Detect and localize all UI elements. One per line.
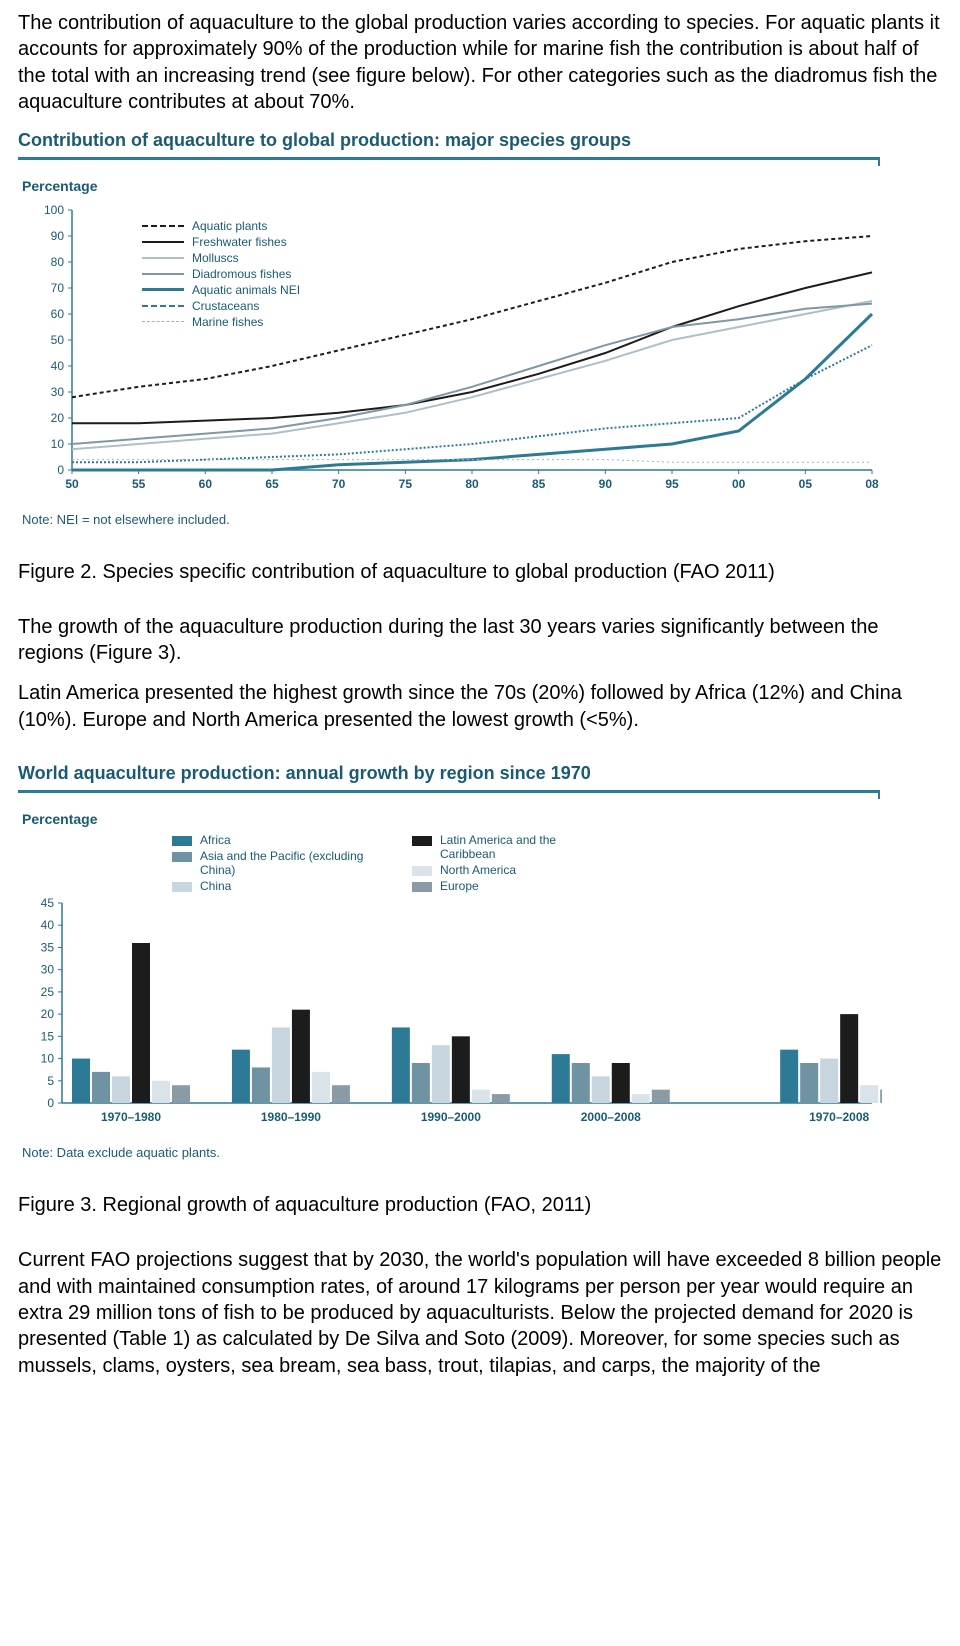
svg-text:5: 5	[47, 1074, 54, 1088]
svg-text:1990–2000: 1990–2000	[421, 1110, 481, 1124]
figure-2-ylabel: Percentage	[22, 178, 942, 194]
svg-text:75: 75	[399, 477, 413, 491]
svg-text:90: 90	[599, 477, 613, 491]
figure-3-chart: 0 5 10 15 20 25 30 35 40 45 1970–1980 1980–1990 1990…	[22, 833, 882, 1133]
svg-text:65: 65	[265, 477, 279, 491]
svg-text:10: 10	[51, 437, 65, 451]
svg-text:40: 40	[41, 918, 55, 932]
svg-text:80: 80	[465, 477, 479, 491]
svg-text:90: 90	[51, 229, 65, 243]
latin-america-paragraph: Latin America presented the highest grow…	[18, 680, 942, 733]
svg-text:00: 00	[732, 477, 746, 491]
figure-2-note: Note: NEI = not elsewhere included.	[22, 512, 942, 527]
svg-text:30: 30	[51, 385, 65, 399]
svg-text:08: 08	[865, 477, 879, 491]
svg-text:20: 20	[51, 411, 65, 425]
legend-item: North America	[412, 863, 612, 877]
svg-text:60: 60	[199, 477, 213, 491]
figure-3-ylabel: Percentage	[22, 811, 942, 827]
figure-3: World aquaculture production: annual gro…	[18, 763, 942, 1160]
svg-text:1970–2008: 1970–2008	[809, 1110, 869, 1124]
figure-3-caption: Figure 3. Regional growth of aquaculture…	[18, 1194, 942, 1217]
svg-text:70: 70	[51, 281, 65, 295]
svg-text:30: 30	[41, 963, 55, 977]
figure-3-legend: Africa Asia and the Pacific (excluding Ch…	[172, 833, 612, 893]
svg-text:20: 20	[41, 1007, 55, 1021]
figure-2: Contribution of aquaculture to global pr…	[18, 130, 942, 527]
svg-text:2000–2008: 2000–2008	[581, 1110, 641, 1124]
svg-text:0: 0	[47, 1096, 54, 1110]
figure-3-rule	[18, 790, 880, 799]
legend-item: Freshwater fishes	[142, 234, 300, 250]
figure-2-rule	[18, 157, 880, 166]
svg-text:15: 15	[41, 1029, 55, 1043]
svg-text:50: 50	[51, 333, 65, 347]
figure-3-note: Note: Data exclude aquatic plants.	[22, 1145, 942, 1160]
legend-item: Molluscs	[142, 250, 300, 266]
svg-text:1970–1980: 1970–1980	[101, 1110, 161, 1124]
legend-item: Diadromous fishes	[142, 266, 300, 282]
intro-paragraph: The contribution of aquaculture to the g…	[18, 10, 942, 116]
svg-text:45: 45	[41, 896, 55, 910]
svg-text:35: 35	[41, 941, 55, 955]
svg-text:05: 05	[799, 477, 813, 491]
figure-2-title: Contribution of aquaculture to global pr…	[18, 130, 942, 151]
svg-text:0: 0	[57, 463, 64, 477]
legend-item: Aquatic plants	[142, 218, 300, 234]
svg-text:25: 25	[41, 985, 55, 999]
svg-text:85: 85	[532, 477, 546, 491]
figure-2-legend: Aquatic plantsFreshwater fishesMolluscsD…	[142, 218, 300, 330]
legend-item: Marine fishes	[142, 314, 300, 330]
svg-text:95: 95	[665, 477, 679, 491]
svg-text:50: 50	[65, 477, 79, 491]
legend-item: Aquatic animals NEI	[142, 282, 300, 298]
legend-item: Crustaceans	[142, 298, 300, 314]
legend-item: Asia and the Pacific (excluding China)	[172, 849, 372, 877]
projection-paragraph: Current FAO projections suggest that by …	[18, 1247, 942, 1379]
svg-text:70: 70	[332, 477, 346, 491]
legend-item: Europe	[412, 879, 612, 893]
svg-text:80: 80	[51, 255, 65, 269]
legend-item: Africa	[172, 833, 372, 847]
svg-text:10: 10	[41, 1052, 55, 1066]
svg-text:60: 60	[51, 307, 65, 321]
legend-item: Latin America and the Caribbean	[412, 833, 612, 861]
svg-text:40: 40	[51, 359, 65, 373]
svg-text:100: 100	[44, 203, 64, 217]
figure-2-chart: 0 10 20 30 40 50 60 70 80 90 100 50 55 60 65 70 75 80 85 90…	[22, 200, 882, 500]
growth-paragraph: The growth of the aquaculture production…	[18, 614, 942, 667]
figure-2-caption: Figure 2. Species specific contribution …	[18, 561, 942, 584]
svg-text:1980–1990: 1980–1990	[261, 1110, 321, 1124]
svg-text:55: 55	[132, 477, 146, 491]
figure-3-title: World aquaculture production: annual gro…	[18, 763, 942, 784]
legend-item: China	[172, 879, 372, 893]
